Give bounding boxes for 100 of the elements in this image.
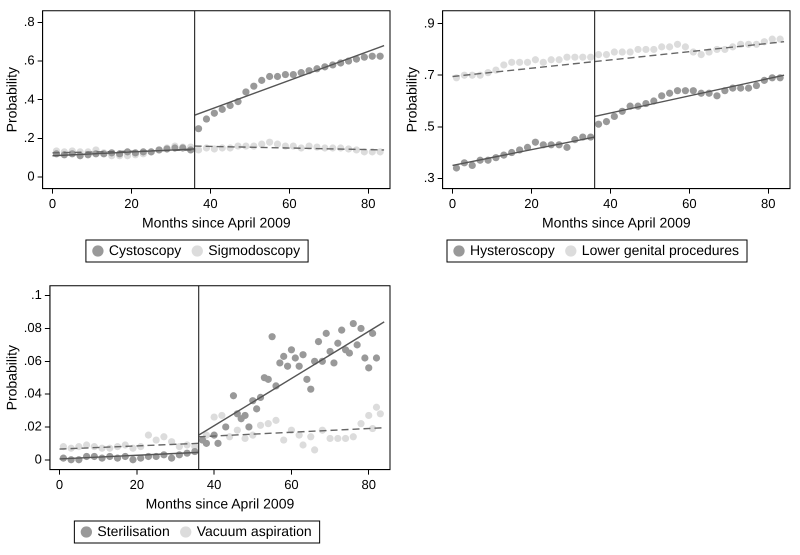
- point: [256, 422, 264, 429]
- point: [160, 433, 168, 440]
- legend-label: Vacuum aspiration: [196, 522, 312, 539]
- point: [250, 82, 258, 90]
- x-tick-label: 0: [48, 196, 56, 211]
- y-tick-label: .04: [24, 386, 42, 401]
- y-tick-label: .8: [24, 14, 35, 29]
- point: [579, 54, 586, 61]
- y-tick-label: .08: [24, 320, 42, 336]
- point: [650, 46, 658, 54]
- point: [571, 54, 578, 61]
- point: [311, 446, 318, 454]
- point: [226, 433, 234, 440]
- legend-label: Lower genital procedures: [582, 242, 740, 258]
- x-tick-label: 20: [524, 196, 539, 211]
- point: [290, 70, 297, 78]
- point: [744, 84, 752, 92]
- point: [194, 146, 202, 154]
- point: [594, 51, 602, 58]
- point: [642, 46, 650, 54]
- point: [500, 61, 508, 69]
- legend-label: Cystoscopy: [108, 242, 182, 258]
- point: [266, 138, 274, 146]
- x-tick-label: 40: [603, 196, 618, 211]
- legend-label: Hysteroscopy: [470, 242, 555, 258]
- point: [532, 138, 539, 146]
- y-tick-label: .2: [24, 130, 35, 145]
- point: [658, 43, 666, 50]
- y-tick-label: .3: [424, 170, 435, 185]
- point: [555, 56, 563, 64]
- point: [307, 433, 314, 440]
- point: [334, 434, 342, 442]
- point: [508, 58, 516, 66]
- point: [272, 416, 280, 424]
- point: [266, 72, 274, 80]
- point: [210, 413, 218, 421]
- point: [210, 145, 218, 153]
- point: [540, 58, 547, 66]
- point: [594, 120, 602, 128]
- point: [563, 54, 571, 61]
- point: [360, 54, 368, 61]
- point: [713, 92, 721, 100]
- point: [626, 48, 634, 56]
- point: [666, 43, 674, 50]
- point: [698, 51, 705, 58]
- y-axis-title: Probability: [3, 345, 20, 410]
- point: [524, 58, 532, 66]
- point: [75, 443, 82, 450]
- point: [342, 434, 350, 442]
- point: [218, 412, 226, 420]
- point: [258, 140, 266, 148]
- point: [452, 164, 460, 172]
- point: [666, 90, 674, 97]
- x-axis-title: Months since April 2009: [142, 214, 291, 230]
- point: [376, 410, 384, 418]
- x-tick-label: 80: [361, 196, 376, 211]
- y-tick-label: 0: [27, 168, 35, 184]
- y-axis-title: Probability: [403, 67, 420, 132]
- legend-label: Sigmodoscopy: [208, 242, 300, 258]
- x-tick-label: 0: [56, 476, 64, 492]
- point: [368, 52, 376, 60]
- x-tick-label: 0: [448, 196, 456, 211]
- x-tick-label: 60: [682, 196, 697, 211]
- y-tick-label: 0: [34, 451, 42, 466]
- x-tick-label: 60: [282, 196, 297, 211]
- point: [152, 436, 160, 444]
- point: [682, 43, 689, 50]
- point: [376, 148, 384, 156]
- point: [602, 118, 610, 126]
- y-tick-label: .02: [24, 418, 42, 434]
- y-tick-label: .7: [424, 66, 435, 82]
- point: [299, 441, 307, 449]
- point: [372, 404, 380, 411]
- x-axis-title: Months since April 2009: [542, 214, 691, 230]
- point: [610, 112, 618, 120]
- x-tick-label: 80: [761, 196, 776, 211]
- x-tick-label: 40: [203, 196, 218, 211]
- point: [602, 51, 610, 58]
- point: [532, 56, 539, 64]
- y-axis-title: Probability: [3, 67, 20, 132]
- y-tick-label: .06: [24, 352, 42, 368]
- point: [129, 444, 137, 452]
- x-tick-label: 80: [362, 476, 376, 492]
- point: [234, 142, 242, 150]
- point: [176, 443, 183, 450]
- legend-label: Sterilisation: [97, 522, 170, 539]
- point: [674, 40, 682, 48]
- point: [682, 87, 689, 94]
- x-tick-label: 20: [130, 476, 144, 492]
- point: [737, 84, 744, 92]
- y-tick-label: .6: [24, 52, 35, 68]
- point: [274, 140, 282, 148]
- point: [610, 48, 618, 56]
- y-tick-label: .4: [24, 91, 35, 106]
- point: [326, 434, 334, 442]
- x-tick-label: 20: [124, 196, 139, 211]
- point: [296, 432, 303, 439]
- y-tick-label: .1: [31, 287, 42, 302]
- point: [241, 434, 249, 442]
- point: [202, 115, 210, 123]
